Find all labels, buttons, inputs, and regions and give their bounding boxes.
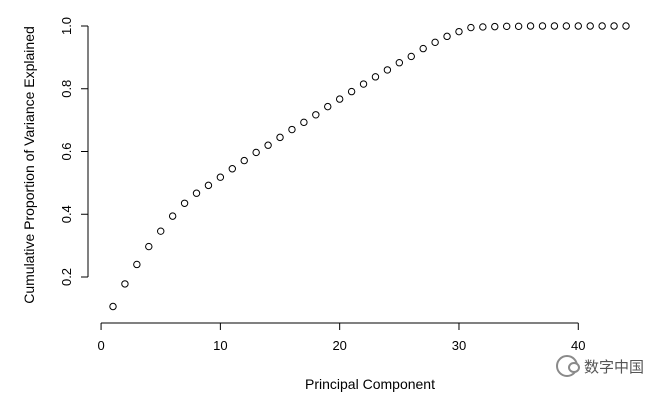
- data-point: [276, 133, 284, 142]
- data-point: [109, 302, 117, 311]
- data-point: [455, 27, 463, 36]
- chat-bubble-icon: [556, 355, 580, 377]
- data-point: [252, 148, 260, 157]
- data-point: [192, 189, 201, 197]
- data-point: [383, 66, 392, 74]
- data-point: [335, 95, 344, 103]
- data-point: [407, 52, 415, 61]
- data-point: [586, 22, 594, 30]
- data-point: [180, 199, 189, 207]
- data-point: [359, 80, 368, 88]
- y-axis-title: Cumulative Proportion of Variance Explai…: [21, 26, 37, 304]
- x-tick-label: 40: [571, 338, 585, 353]
- data-point: [133, 260, 141, 269]
- data-point: [479, 23, 487, 31]
- data-points: [109, 22, 630, 311]
- data-point: [598, 22, 606, 30]
- data-point: [371, 73, 380, 81]
- y-tick-label: 0.6: [59, 142, 74, 160]
- data-point: [491, 22, 499, 31]
- data-point: [157, 227, 165, 235]
- data-point: [395, 59, 404, 67]
- data-point: [550, 22, 559, 30]
- data-point: [610, 22, 618, 30]
- x-axis-title: Principal Component: [305, 376, 435, 392]
- data-point: [324, 102, 332, 111]
- data-point: [347, 87, 356, 96]
- data-point: [419, 44, 427, 53]
- x-tick-label: 10: [213, 338, 227, 353]
- x-tick-label: 0: [97, 338, 104, 353]
- data-point: [562, 22, 571, 30]
- watermark: 数字中国: [556, 355, 644, 377]
- data-point: [443, 32, 451, 41]
- y-tick-label: 1.0: [59, 17, 74, 35]
- data-point: [538, 22, 547, 30]
- watermark-text: 数字中国: [584, 357, 645, 376]
- data-point: [204, 181, 213, 190]
- y-tick-label: 0.8: [59, 80, 74, 98]
- y-tick-label: 0.4: [59, 205, 74, 223]
- data-point: [145, 242, 153, 251]
- data-point: [240, 156, 248, 165]
- data-point: [514, 22, 523, 31]
- y-tick-label: 0.2: [59, 268, 74, 286]
- data-point: [264, 141, 272, 149]
- data-point: [288, 125, 296, 134]
- data-point: [622, 22, 630, 30]
- data-point: [312, 111, 320, 119]
- x-tick-label: 20: [332, 338, 346, 353]
- data-point: [467, 23, 475, 32]
- data-point: [168, 212, 177, 220]
- data-point: [526, 22, 535, 30]
- x-tick-label: 30: [452, 338, 466, 353]
- axes: 0.2 0.4 0.6 0.8 1.0 0 10 20 30 40: [59, 17, 586, 353]
- data-point: [121, 280, 129, 288]
- data-point: [502, 22, 511, 31]
- data-point: [216, 173, 225, 181]
- data-point: [228, 165, 237, 173]
- data-point: [300, 118, 308, 127]
- data-point: [431, 38, 439, 47]
- data-point: [574, 22, 582, 30]
